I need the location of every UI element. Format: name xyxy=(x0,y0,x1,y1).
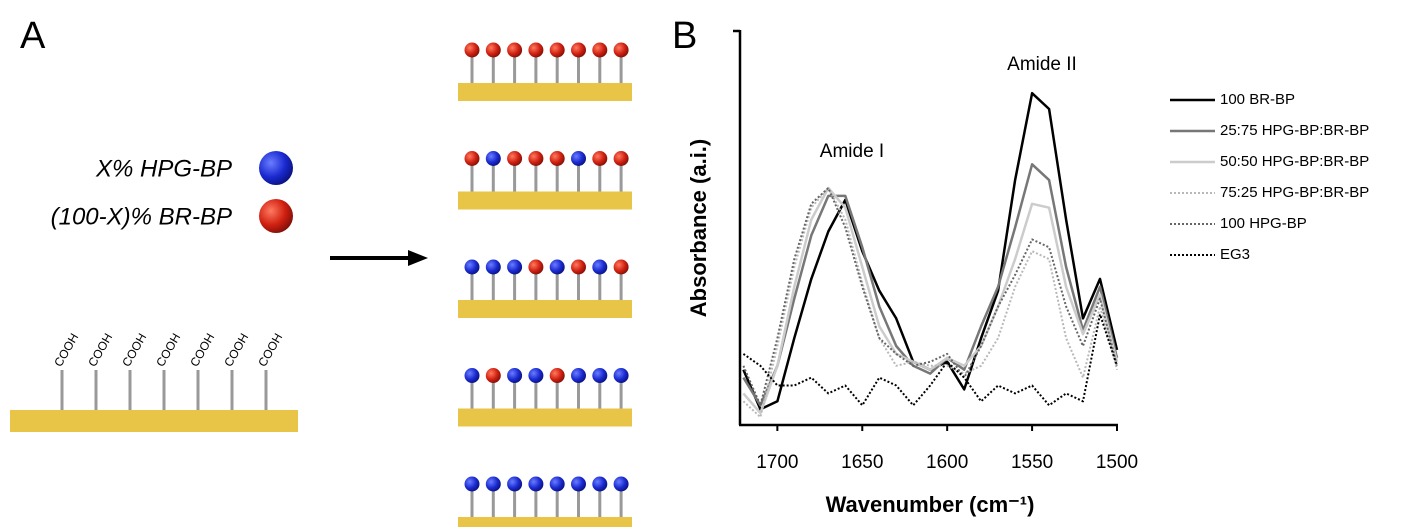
panel-label: A xyxy=(20,15,46,57)
red-sphere xyxy=(528,42,544,58)
legend-label: (100-X)% BR-BP xyxy=(51,203,232,230)
blue-sphere xyxy=(592,259,608,275)
blue-sphere xyxy=(464,368,480,383)
red-sphere xyxy=(613,259,629,275)
blue-sphere xyxy=(613,476,629,492)
legend-label: 100 BR-BP xyxy=(1220,91,1295,108)
red-sphere xyxy=(464,151,480,166)
legend-label: 50:50 HPG-BP:BR-BP xyxy=(1220,153,1369,170)
blue-sphere xyxy=(592,476,608,492)
surface xyxy=(458,408,632,427)
y-axis-label: Absorbance (a.i.) xyxy=(686,139,711,317)
red-sphere xyxy=(485,42,501,58)
red-sphere xyxy=(528,259,544,275)
surface xyxy=(10,410,298,432)
legend-label: 25:75 HPG-BP:BR-BP xyxy=(1220,122,1369,139)
legend-label: 100 HPG-BP xyxy=(1220,215,1307,232)
blue-sphere xyxy=(507,259,523,275)
cooh-label: COOH xyxy=(153,331,183,369)
red-sphere xyxy=(592,42,608,58)
red-sphere xyxy=(485,368,501,383)
blue-sphere xyxy=(571,151,586,166)
series-line xyxy=(742,313,1118,407)
annotation: Amide I xyxy=(820,141,884,162)
blue-sphere xyxy=(507,476,523,492)
red-sphere xyxy=(507,151,523,166)
arrow-head xyxy=(408,250,428,266)
red-sphere xyxy=(571,259,586,275)
legend-label: X% HPG-BP xyxy=(95,155,232,182)
blue-sphere xyxy=(528,368,544,383)
cooh-label: COOH xyxy=(255,331,285,369)
red-sphere xyxy=(613,42,629,58)
blue-sphere xyxy=(464,476,480,492)
red-sphere xyxy=(549,42,565,58)
surface xyxy=(458,300,632,318)
blue-sphere xyxy=(485,259,501,275)
cooh-label: COOH xyxy=(221,331,251,369)
red-sphere xyxy=(464,42,480,58)
red-sphere xyxy=(549,368,565,383)
red-sphere xyxy=(549,151,565,166)
red-sphere xyxy=(571,42,586,58)
red-sphere xyxy=(613,151,629,166)
red-sphere xyxy=(259,199,293,233)
blue-sphere xyxy=(528,476,544,492)
legend-label: 75:25 HPG-BP:BR-BP xyxy=(1220,184,1369,201)
series-line xyxy=(742,163,1119,407)
surface xyxy=(458,191,632,210)
x-tick-label: 1550 xyxy=(1011,452,1053,473)
blue-sphere xyxy=(571,368,586,383)
surface xyxy=(458,83,632,101)
cooh-label: COOH xyxy=(119,331,149,369)
blue-sphere xyxy=(485,476,501,492)
red-sphere xyxy=(507,42,523,58)
series-line xyxy=(742,186,1119,415)
x-axis-label: Wavenumber (cm⁻¹) xyxy=(826,492,1035,517)
x-tick-label: 1700 xyxy=(756,452,798,473)
blue-sphere xyxy=(507,368,523,383)
x-tick-label: 1650 xyxy=(841,452,883,473)
blue-sphere xyxy=(485,151,501,166)
blue-sphere xyxy=(613,368,629,383)
blue-sphere xyxy=(549,476,565,492)
cooh-label: COOH xyxy=(85,331,115,369)
blue-sphere xyxy=(592,368,608,383)
legend-label: EG3 xyxy=(1220,246,1250,263)
blue-sphere xyxy=(259,151,293,185)
panel-label: B xyxy=(672,15,697,57)
blue-sphere xyxy=(549,259,565,275)
series-line xyxy=(742,187,1118,419)
blue-sphere xyxy=(571,476,586,492)
red-sphere xyxy=(528,151,544,166)
x-tick-label: 1500 xyxy=(1096,452,1138,473)
blue-sphere xyxy=(464,259,480,275)
red-sphere xyxy=(592,151,608,166)
surface xyxy=(458,517,632,527)
x-tick-label: 1600 xyxy=(926,452,968,473)
cooh-label: COOH xyxy=(187,331,217,369)
cooh-label: COOH xyxy=(51,331,81,369)
annotation: Amide II xyxy=(1007,54,1077,75)
